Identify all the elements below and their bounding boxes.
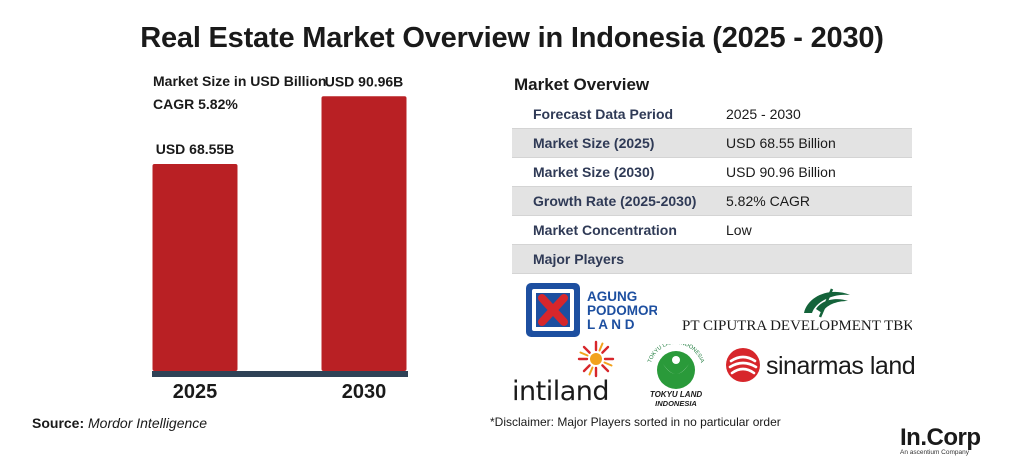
source-value: Mordor Intelligence — [88, 415, 208, 431]
row-value: USD 90.96 Billion — [708, 157, 912, 187]
market-overview-table: Forecast Data Period 2025 - 2030 Market … — [512, 100, 912, 274]
row-key: Market Concentration — [512, 215, 708, 245]
incorp-tagline: An ascentium Company — [900, 449, 970, 456]
chart-subtitle-cagr: CAGR 5.82% — [153, 96, 238, 112]
tokyu-bottom-1: TOKYU LAND — [650, 390, 703, 399]
data-label-2025: USD 68.55B — [156, 141, 235, 157]
table-row: Market Size (2030) USD 90.96 Billion — [512, 157, 912, 187]
row-value: 2025 - 2030 — [708, 100, 912, 129]
chart-subtitle-unit: Market Size in USD Billion — [153, 73, 327, 89]
market-overview-title: Market Overview — [514, 75, 650, 94]
agung-line-2: PODOMORO — [587, 303, 657, 318]
incorp-logo-text: In.Corp — [900, 424, 981, 451]
table-row: Forecast Data Period 2025 - 2030 — [512, 100, 912, 129]
row-key: Forecast Data Period — [512, 100, 708, 129]
row-value: Low — [708, 215, 912, 245]
sinarmas-text: sinarmas land — [766, 352, 915, 380]
bar-2025 — [152, 163, 238, 371]
table-row: Market Size (2025) USD 68.55 Billion — [512, 128, 912, 158]
bar-2030 — [321, 96, 407, 372]
x-axis-baseline — [152, 371, 408, 377]
tokyu-bottom-2: INDONESIA — [655, 399, 697, 408]
row-key: Major Players — [512, 244, 708, 274]
disclaimer-note: *Disclaimer: Major Players sorted in no … — [490, 415, 781, 429]
agung-line-3: L A N D — [587, 317, 635, 332]
page-title: Real Estate Market Overview in Indonesia… — [140, 22, 884, 54]
table-row: Major Players — [512, 244, 912, 274]
row-value — [708, 244, 912, 274]
row-key: Market Size (2030) — [512, 157, 708, 187]
row-value: 5.82% CAGR — [708, 186, 912, 216]
incorp-brand: In.Corp An ascentium Company — [900, 424, 981, 456]
tokyu-land-logo: TOKYU LAND INDONESIA TOKYU LAND INDONESI… — [636, 340, 716, 415]
bar-chart: USD 68.55B 2025 USD 90.96B 2030 — [152, 73, 408, 403]
ciputra-logo: PT CIPUTRA DEVELOPMENT TBK — [680, 283, 914, 340]
x-tick-label-2030: 2030 — [342, 381, 387, 403]
intiland-logo: intiland — [510, 340, 634, 411]
row-value: USD 68.55 Billion — [708, 128, 912, 158]
intiland-text: intiland — [512, 376, 609, 406]
x-tick-label-2025: 2025 — [173, 381, 218, 403]
agung-line-1: AGUNG — [587, 289, 637, 304]
source-note: Source: Mordor Intelligence — [32, 415, 207, 431]
agung-podomoro-logo: AGUNG PODOMORO L A N D — [525, 282, 669, 343]
ciputra-text: PT CIPUTRA DEVELOPMENT TBK — [682, 318, 912, 334]
sinarmas-land-logo: sinarmas land — [724, 346, 934, 391]
row-key: Market Size (2025) — [512, 128, 708, 158]
table-row: Growth Rate (2025-2030) 5.82% CAGR — [512, 186, 912, 216]
row-key: Growth Rate (2025-2030) — [512, 186, 708, 216]
source-label: Source: — [32, 415, 85, 431]
data-label-2030: USD 90.96B — [325, 73, 404, 89]
table-row: Market Concentration Low — [512, 215, 912, 245]
